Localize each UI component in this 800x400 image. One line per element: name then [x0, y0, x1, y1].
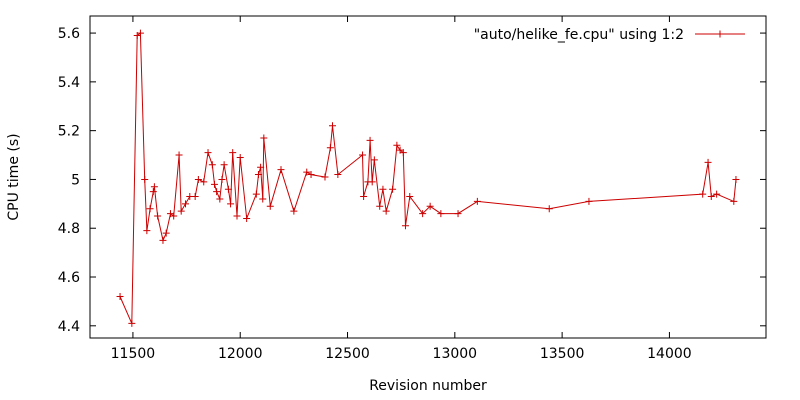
data-point: [376, 202, 384, 210]
data-point: [303, 168, 311, 176]
data-point: [389, 185, 397, 193]
legend-sample: [695, 30, 745, 38]
data-point: [229, 149, 237, 157]
data-point: [326, 144, 334, 152]
y-tick-label: 5.2: [58, 124, 80, 140]
data-point: [200, 178, 208, 186]
legend: "auto/helike_fe.cpu" using 1:2: [474, 27, 745, 43]
data-point: [399, 149, 407, 157]
data-point: [128, 319, 136, 327]
y-tick-label: 5.6: [58, 26, 80, 42]
data-point: [224, 185, 232, 193]
legend-sample-marker: [716, 30, 724, 38]
data-point: [713, 190, 721, 198]
series-layer: [116, 29, 740, 327]
data-point: [181, 200, 189, 208]
data-point: [266, 202, 274, 210]
data-point: [210, 180, 218, 188]
data-point: [236, 153, 244, 161]
data-point: [321, 173, 329, 181]
data-point: [370, 156, 378, 164]
y-tick-label: 4.8: [58, 221, 80, 237]
data-point: [426, 202, 434, 210]
y-tick-label: 5.4: [58, 75, 80, 91]
data-point: [204, 149, 212, 157]
data-point: [218, 175, 226, 183]
x-tick-label: 11500: [111, 346, 156, 362]
data-point: [259, 195, 267, 203]
data-point: [233, 212, 241, 220]
data-point: [213, 188, 221, 196]
data-point: [382, 207, 390, 215]
x-tick-label: 13000: [433, 346, 478, 362]
data-point: [208, 161, 216, 169]
data-point: [252, 190, 260, 198]
data-point: [379, 185, 387, 193]
legend-entry-label: "auto/helike_fe.cpu" using 1:2: [474, 27, 684, 43]
data-point: [146, 205, 154, 213]
data-point: [277, 166, 285, 174]
data-point: [136, 29, 144, 37]
series-line: [119, 32, 737, 324]
data-point: [406, 193, 414, 201]
data-point: [707, 193, 715, 201]
data-point: [545, 205, 553, 213]
data-point: [329, 122, 337, 130]
data-point: [243, 214, 251, 222]
plot-frame: [89, 15, 767, 339]
data-point: [334, 171, 342, 179]
y-tick-label: 5: [71, 172, 80, 188]
data-point: [419, 210, 427, 218]
x-tick-label: 14000: [647, 346, 692, 362]
x-tick-label: 12500: [325, 346, 370, 362]
x-tick-label: 13500: [540, 346, 585, 362]
data-point: [150, 183, 158, 191]
data-point: [260, 134, 268, 142]
data-point: [730, 197, 738, 205]
data-point: [170, 212, 178, 220]
data-point: [154, 212, 162, 220]
data-point: [194, 175, 202, 183]
data-point: [393, 141, 401, 149]
data-point: [704, 158, 712, 166]
data-point: [149, 188, 157, 196]
data-point: [473, 197, 481, 205]
data-point: [116, 293, 124, 301]
y-tick-label: 4.4: [58, 319, 80, 335]
data-point: [699, 190, 707, 198]
data-point: [732, 175, 740, 183]
y-axis-label: CPU time (s): [6, 133, 22, 220]
data-point: [216, 195, 224, 203]
data-point: [401, 222, 409, 230]
data-point: [191, 193, 199, 201]
data-point: [220, 161, 228, 169]
data-point: [177, 207, 185, 215]
data-point: [454, 210, 462, 218]
data-point: [368, 178, 376, 186]
x-axis-label: Revision number: [369, 378, 487, 394]
data-point: [359, 151, 367, 159]
data-point: [162, 229, 170, 237]
data-point: [585, 197, 593, 205]
axis-ticks: [90, 16, 766, 338]
data-point: [227, 200, 235, 208]
data-point: [254, 171, 262, 179]
axis-tick-labels: 11500 12000 12500 13000 13500 14000 4.4 4.6 4.8 5…: [58, 26, 692, 362]
x-tick-label: 12000: [218, 346, 263, 362]
data-point: [307, 171, 315, 179]
data-point: [159, 236, 167, 244]
data-point: [257, 163, 265, 171]
data-point: [290, 207, 298, 215]
data-point: [143, 227, 151, 235]
data-point: [437, 210, 445, 218]
data-point: [360, 193, 368, 201]
data-point: [141, 175, 149, 183]
data-point: [175, 151, 183, 159]
y-tick-label: 4.6: [58, 270, 80, 286]
data-point: [366, 136, 374, 144]
